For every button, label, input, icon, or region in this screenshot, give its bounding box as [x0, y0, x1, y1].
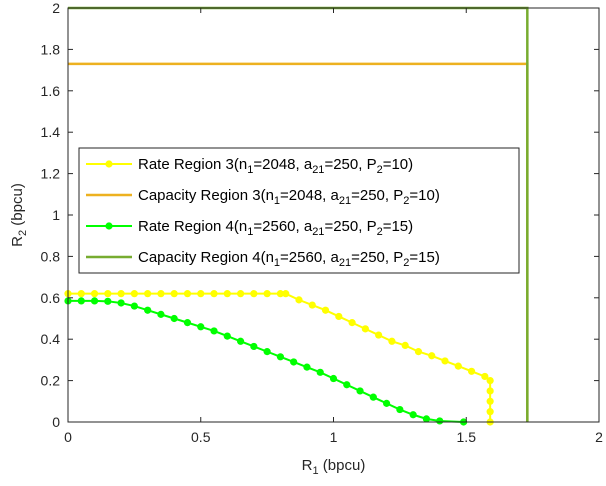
data-point: [422, 415, 431, 423]
x-axis-label: R1 (bpcu): [302, 457, 366, 477]
data-point: [144, 306, 152, 314]
legend-entry-1: Rate Region 3(n1=2048, a21=250, P2=10): [86, 156, 413, 176]
data-point: [308, 301, 316, 309]
data-point: [157, 290, 165, 298]
axes: 0 0.5 1 1.5 2 0 0.2 0.4 0.6 0.8 1 1.2 1.4 1.6 1.8 2 R1 (…: [9, 0, 603, 477]
data-point: [210, 327, 218, 335]
data-point: [375, 331, 383, 339]
data-point: [356, 387, 364, 395]
data-point: [388, 337, 396, 345]
y-tick-label: 0.6: [41, 290, 61, 306]
data-point: [117, 299, 125, 307]
data-point: [170, 290, 178, 298]
y-axis-label: R2 (bpcu): [9, 183, 29, 247]
data-point: [276, 353, 284, 361]
y-tick-label: 1.6: [41, 83, 61, 99]
data-point: [77, 297, 85, 305]
y-tick-label: 1.4: [41, 124, 61, 140]
legend-swatch-marker: [105, 160, 113, 168]
y-tick-label: 0.4: [41, 331, 61, 347]
x-tick-label: 1.5: [457, 429, 477, 445]
data-point: [486, 397, 494, 405]
legend-label: Capacity Region 3(n1=2048, a21=250, P2=1…: [138, 187, 440, 207]
x-tick-label: 0.5: [191, 429, 211, 445]
legend-entry-3: Rate Region 4(n1=2560, a21=250, P2=15): [86, 218, 413, 238]
data-point: [316, 368, 324, 376]
data-point: [276, 290, 284, 298]
series-3: [64, 297, 468, 426]
data-point: [321, 306, 330, 314]
data-point: [401, 341, 409, 350]
data-point: [223, 332, 231, 340]
data-point: [409, 411, 417, 419]
data-point: [236, 290, 245, 298]
legend-label: Rate Region 3(n1=2048, a21=250, P2=10): [138, 156, 413, 176]
data-point: [361, 325, 369, 333]
data-point: [183, 290, 192, 298]
data-point: [77, 290, 85, 298]
data-point: [250, 342, 258, 351]
data-point: [170, 314, 178, 323]
data-point: [383, 399, 391, 407]
data-point: [467, 367, 476, 375]
data-point: [303, 363, 311, 371]
legend: Rate Region 3(n1=2048, a21=250, P2=10) Ca…: [78, 147, 520, 274]
data-point: [329, 374, 338, 383]
data-point: [486, 387, 494, 395]
data-point: [183, 319, 192, 327]
data-point: [197, 290, 205, 298]
data-point: [290, 358, 298, 366]
data-point: [343, 381, 351, 389]
data-point: [144, 290, 152, 298]
data-point: [250, 290, 258, 298]
legend-swatch-marker: [105, 222, 113, 230]
data-point: [436, 417, 444, 425]
y-tick-label: 0.8: [41, 248, 61, 264]
x-tick-label: 0: [64, 429, 72, 445]
data-point: [210, 290, 218, 298]
data-point: [117, 290, 125, 298]
data-point: [486, 408, 494, 416]
data-point: [396, 405, 404, 414]
data-point: [428, 352, 436, 360]
series-1: [64, 290, 494, 426]
legend-entry-2: Capacity Region 3(n1=2048, a21=250, P2=1…: [86, 187, 440, 207]
data-point: [263, 348, 271, 356]
data-point: [223, 290, 231, 298]
data-point: [348, 319, 356, 327]
data-point: [90, 297, 99, 305]
data-point: [104, 290, 112, 298]
legend-label: Rate Region 4(n1=2560, a21=250, P2=15): [138, 218, 413, 238]
legend-label: Capacity Region 4(n1=2560, a21=250, P2=1…: [138, 249, 440, 269]
data-point: [263, 290, 271, 298]
data-point: [481, 372, 489, 381]
x-tick-label: 2: [595, 429, 603, 445]
data-point: [454, 362, 462, 370]
x-tick-label: 1: [330, 429, 338, 445]
y-tick-label: 1.8: [41, 41, 61, 57]
data-point: [441, 357, 449, 365]
data-point: [414, 348, 423, 356]
data-point: [282, 290, 290, 298]
y-tick-label: 1.2: [41, 166, 61, 182]
y-tick-label: 2: [52, 0, 60, 16]
data-point: [295, 296, 303, 304]
y-tick-label: 1: [52, 207, 60, 223]
data-point: [130, 290, 138, 298]
data-point: [157, 310, 165, 318]
data-point: [104, 297, 112, 305]
legend-entry-4: Capacity Region 4(n1=2560, a21=250, P2=1…: [86, 249, 440, 269]
data-point: [486, 377, 494, 385]
legend-box: [78, 147, 520, 274]
data-point: [369, 393, 377, 401]
data-point: [90, 290, 99, 298]
y-tick-label: 0: [52, 414, 60, 430]
data-point: [197, 323, 205, 331]
data-point: [236, 337, 245, 345]
data-point: [335, 312, 343, 321]
y-tick-label: 0.2: [41, 373, 61, 389]
data-point: [130, 302, 138, 310]
